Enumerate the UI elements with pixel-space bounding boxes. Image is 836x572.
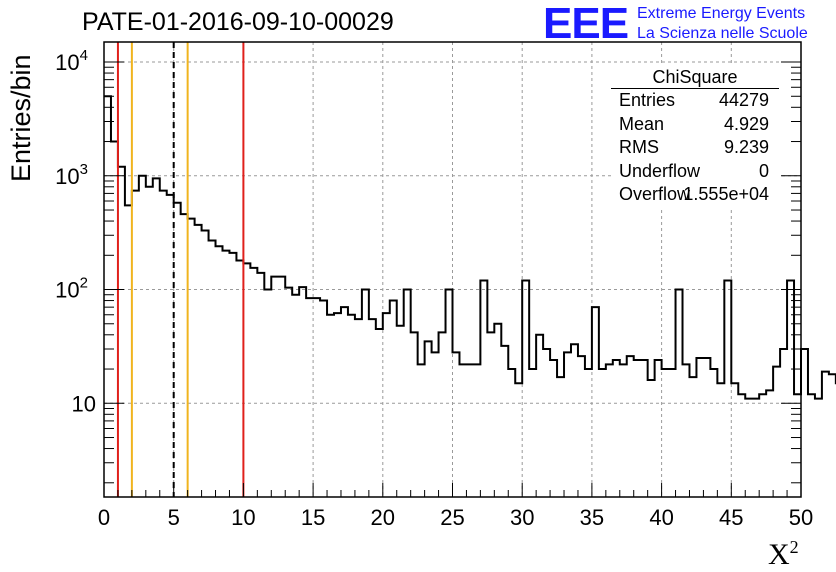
y-tick-label: 10 [72,391,96,416]
x-axis-label: X2 [768,537,799,572]
x-axis-label-exp: 2 [789,537,799,557]
x-tick-label: 15 [301,505,325,530]
chart-title: PATE-01-2016-09-10-00029 [82,8,394,36]
stats-row-overflow: Overflow 1.555e+04 [611,183,779,207]
histogram-bars [104,95,836,400]
stats-row-mean: Mean 4.929 [611,113,779,137]
stats-box: ChiSquare Entries 44279 Mean 4.929 RMS 9.23… [611,66,779,207]
stats-value: 0 [758,160,769,181]
stats-value: 1.555e+04 [683,184,769,204]
y-tick-label: 103 [55,161,88,189]
x-tick-label: 45 [719,505,743,530]
stats-key: Underflow [619,160,701,181]
y-axis-label: Entries/bin [6,54,36,182]
stats-key: Mean [619,113,665,134]
stats-value: 4.929 [723,113,769,134]
stats-row-rms: RMS 9.239 [611,136,779,160]
y-tick-label: 104 [55,47,88,75]
logo-line-2: La Scienza nelle Scuole [637,25,808,42]
stats-key: Entries [619,90,676,110]
tick-labels: 0 5 10 15 20 25 30 35 40 45 50 10 102 103 104 [55,47,813,530]
histogram-step [104,95,836,400]
stats-row-entries: Entries 44279 [611,89,779,113]
x-tick-label: 0 [98,505,110,530]
stats-value: 9.239 [723,137,769,157]
stats-key: RMS [619,137,659,157]
marker-lines [116,42,245,497]
stats-row-underflow: Underflow 0 [611,160,779,184]
stats-name: ChiSquare [611,66,779,89]
stats-key: Overflow [619,184,691,204]
x-tick-label: 35 [580,505,604,530]
x-tick-label: 50 [789,505,813,530]
x-tick-label: 5 [168,505,180,530]
x-tick-label: 40 [649,505,673,530]
x-tick-label: 30 [510,505,534,530]
x-tick-label: 20 [371,505,395,530]
x-axis-label-base: X [768,538,790,571]
eee-logo: EEE [543,0,629,48]
y-tick-label: 102 [55,275,88,303]
x-tick-label: 10 [231,505,255,530]
logo-line-1: Extreme Energy Events [637,5,806,22]
axis-ticks [103,61,802,497]
x-tick-label: 25 [440,505,464,530]
stats-value: 44279 [718,90,769,110]
